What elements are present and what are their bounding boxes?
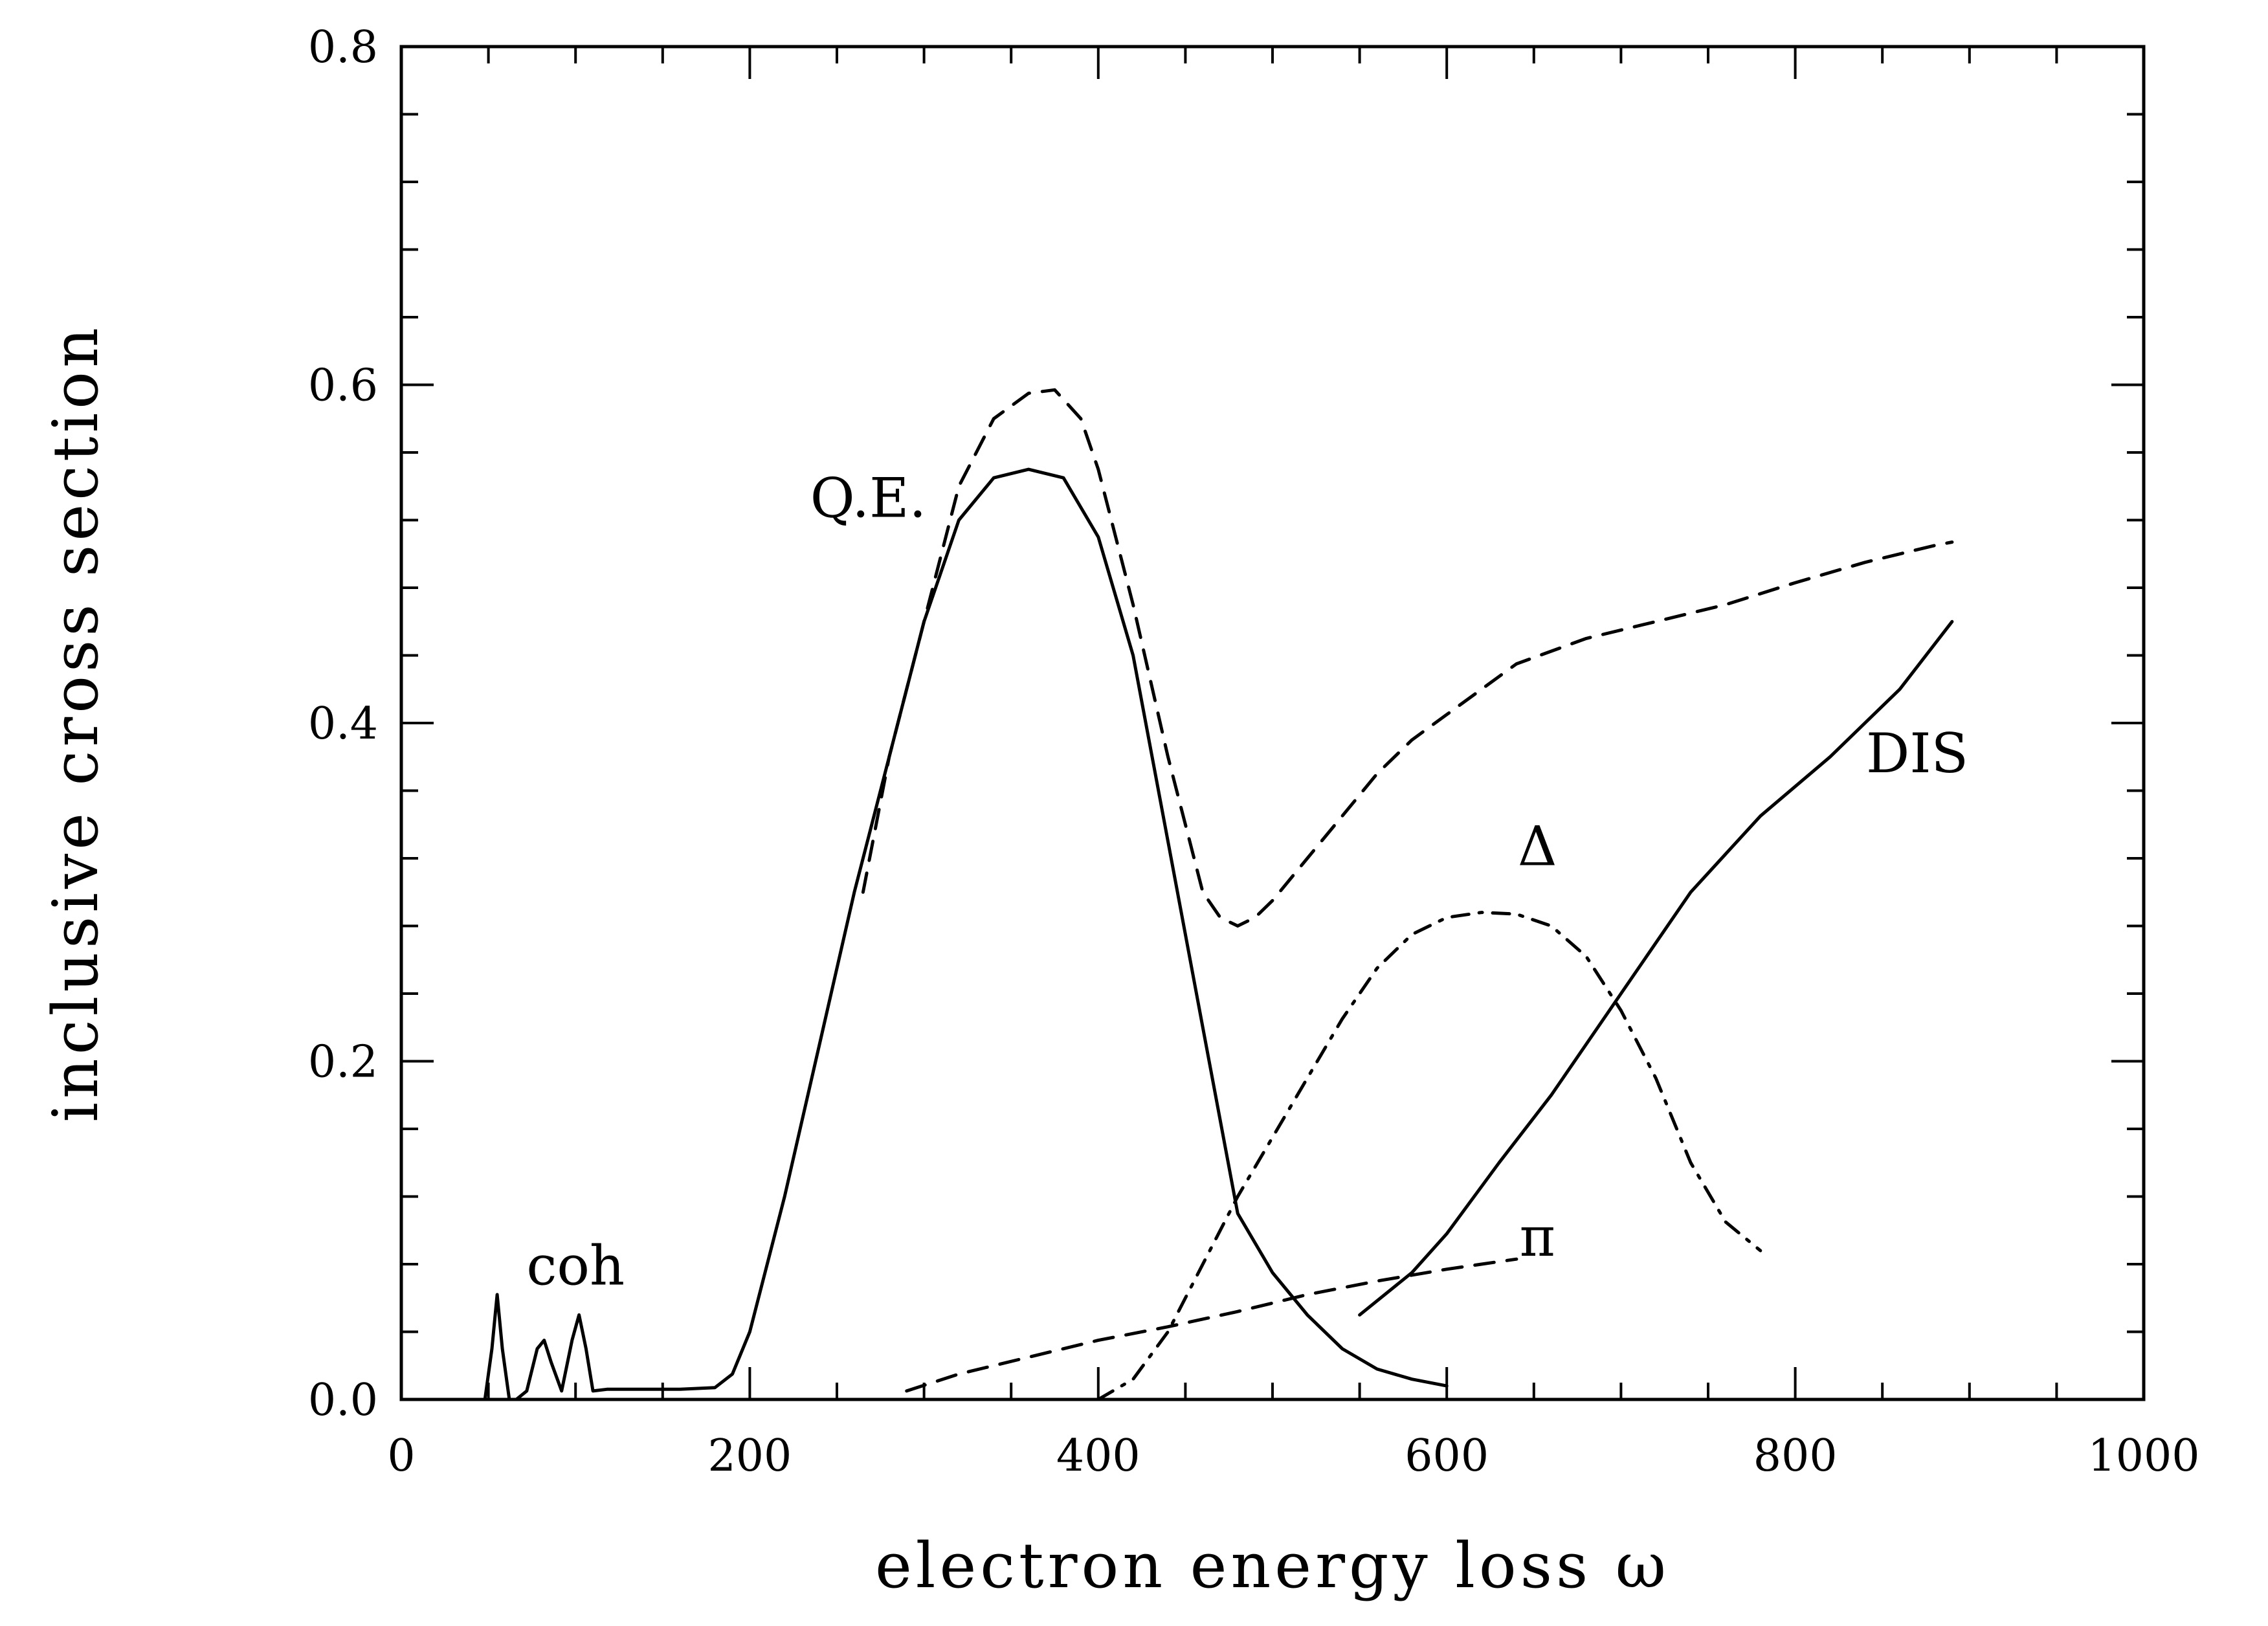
x-tick-label: 400 bbox=[1056, 1431, 1140, 1482]
y-tick-label: 0.0 bbox=[308, 1375, 378, 1426]
series-line-2 bbox=[861, 388, 1954, 928]
series-line-5 bbox=[1358, 619, 1954, 1317]
y-axis-title: inclusive cross section bbox=[39, 324, 112, 1122]
curves-layer bbox=[476, 388, 1954, 1401]
y-tick-label: 0.4 bbox=[308, 698, 378, 750]
labels-layer: 0 200 400 600 800 1000 0.0 0.2 0.4 0.6 0.8 coh Q.E. Δ… bbox=[308, 22, 2200, 1482]
annotation-4: DIS bbox=[1866, 722, 1968, 785]
annotation-5: π bbox=[1520, 1205, 1555, 1269]
x-tick-label: 1000 bbox=[2087, 1431, 2199, 1482]
series-line-1 bbox=[476, 467, 1449, 1401]
x-axis-title: electron energy loss ω bbox=[875, 1530, 1670, 1602]
x-tick-label: 600 bbox=[1405, 1431, 1489, 1482]
y-tick-label: 0.6 bbox=[308, 361, 378, 412]
series-line-3 bbox=[1096, 911, 1762, 1401]
x-tick-label: 0 bbox=[387, 1431, 415, 1482]
annotation-1: coh bbox=[526, 1234, 625, 1297]
series-line-4 bbox=[905, 1257, 1518, 1393]
annotation-2: Q.E. bbox=[810, 466, 926, 529]
annotation-3: Δ bbox=[1518, 814, 1557, 878]
x-tick-label: 800 bbox=[1753, 1431, 1838, 1482]
plot-frame bbox=[399, 45, 2146, 1401]
y-tick-label: 0.2 bbox=[308, 1037, 378, 1088]
y-tick-label: 0.8 bbox=[308, 22, 378, 73]
x-tick-label: 200 bbox=[708, 1431, 792, 1482]
